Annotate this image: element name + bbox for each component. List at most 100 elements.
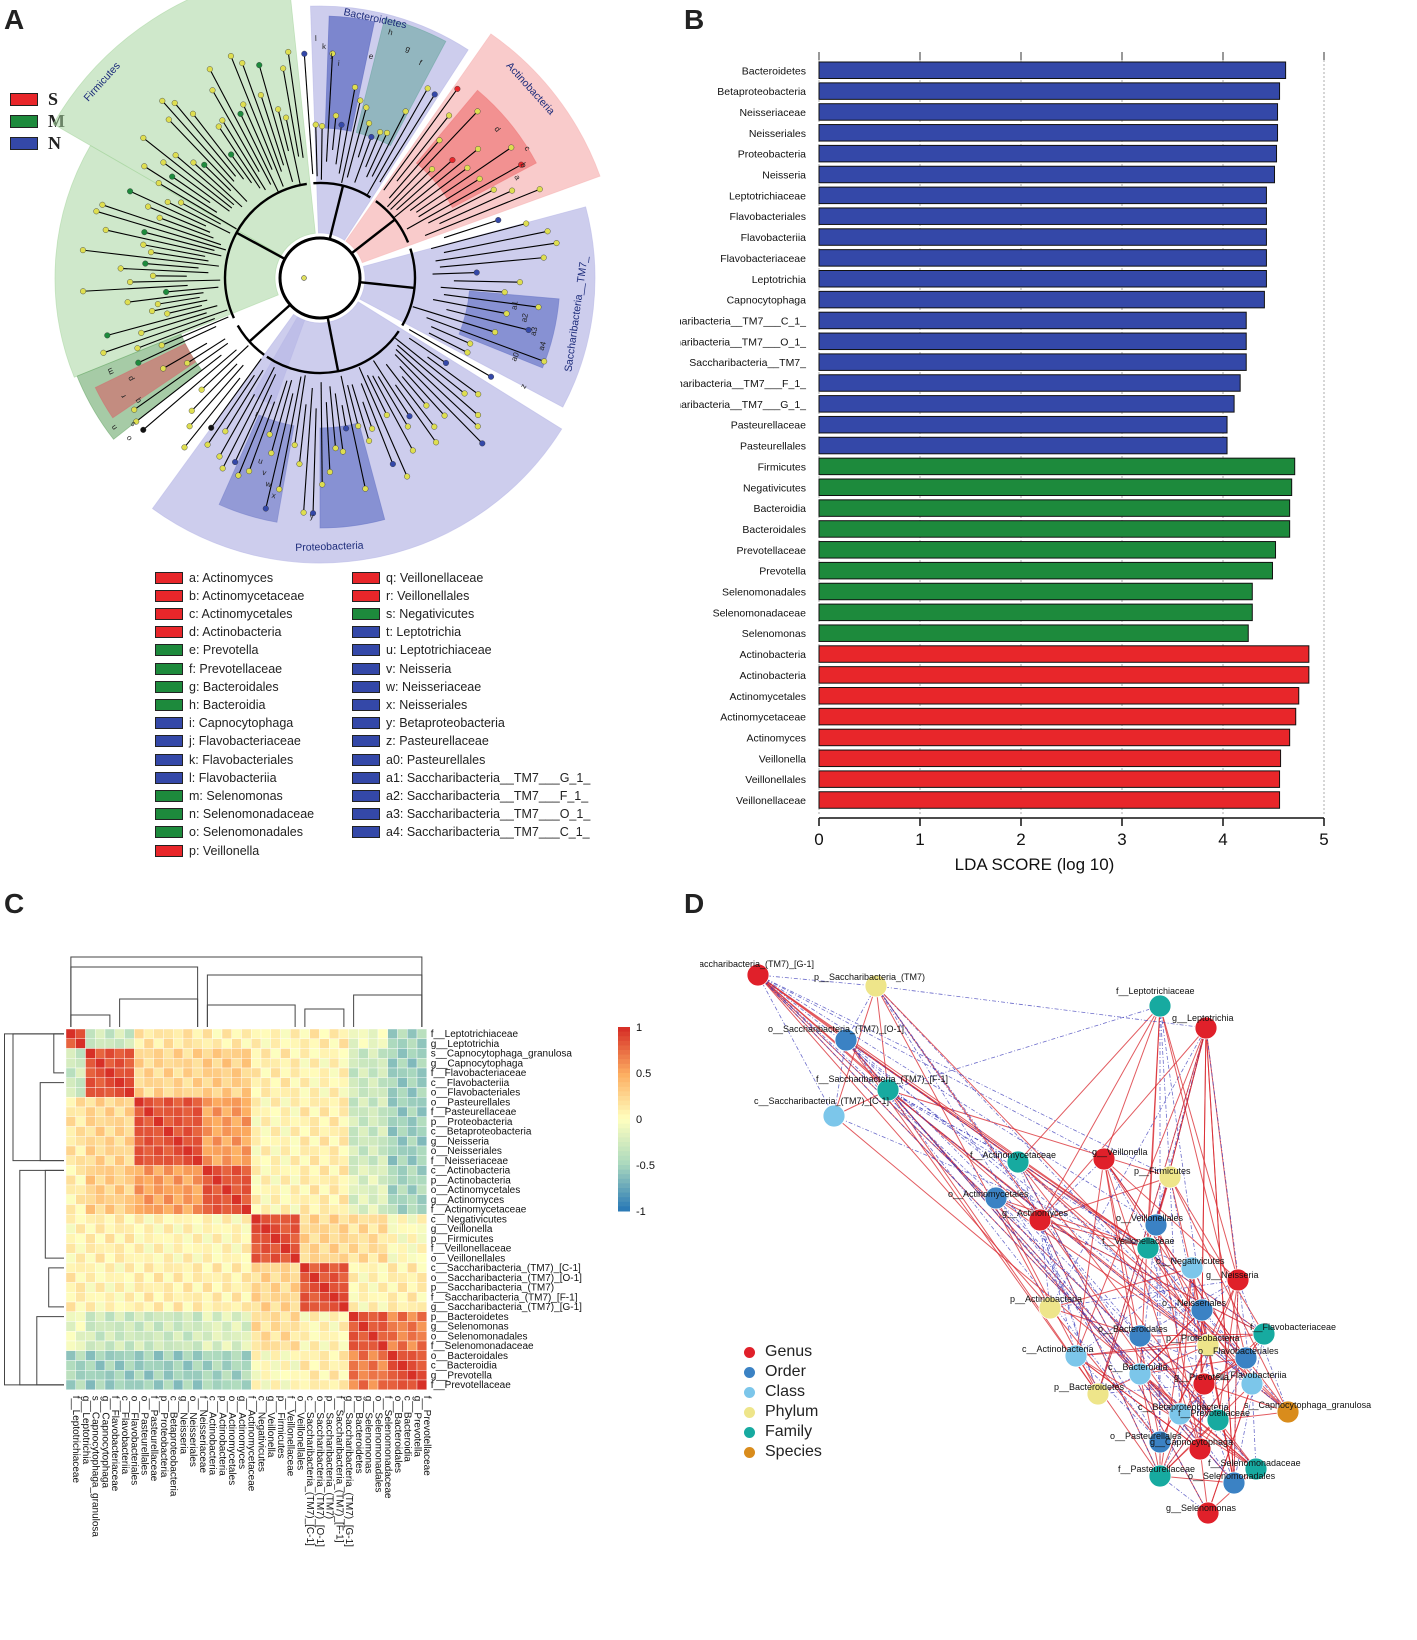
- heatmap-cell: [173, 1351, 183, 1361]
- heatmap-cell: [212, 1058, 222, 1068]
- heatmap-cell: [242, 1136, 252, 1146]
- heatmap-col-label: g__Capnocytophaga: [99, 1396, 110, 1489]
- heatmap-cell: [183, 1127, 193, 1137]
- legend-text: a: Actinomyces: [189, 571, 273, 585]
- heatmap-cell: [290, 1224, 300, 1234]
- cladogram-legend-item: a1: Saccharibacteria__TM7___G_1_: [352, 768, 590, 787]
- heatmap-cell: [193, 1283, 203, 1293]
- heatmap-cell: [222, 1302, 232, 1312]
- heatmap-col-label: f__Selenomonadaceae: [382, 1396, 393, 1499]
- heatmap-cell: [339, 1331, 349, 1341]
- colorbar-tick-label: 1: [636, 1022, 642, 1034]
- heatmap-cell: [378, 1263, 388, 1273]
- heatmap-cell: [125, 1097, 135, 1107]
- heatmap-cell: [164, 1263, 174, 1273]
- cladogram-legend-item: n: Selenomonadaceae: [155, 805, 314, 824]
- network-node-label: c__Bacteroidia: [1108, 1362, 1168, 1372]
- heatmap-cell: [329, 1185, 339, 1195]
- heatmap-cell: [398, 1088, 408, 1098]
- heatmap-cell: [368, 1322, 378, 1332]
- heatmap-cell: [271, 1214, 281, 1224]
- heatmap-cell: [368, 1234, 378, 1244]
- heatmap-cell: [134, 1049, 144, 1059]
- heatmap-cell: [349, 1322, 359, 1332]
- heatmap-cell: [310, 1322, 320, 1332]
- heatmap-cell: [144, 1341, 154, 1351]
- heatmap-cell: [76, 1370, 86, 1380]
- heatmap-cell: [290, 1068, 300, 1078]
- column-dendrogram: [207, 975, 422, 1027]
- tree-leaf-node: [191, 160, 197, 166]
- heatmap-cell: [388, 1097, 398, 1107]
- heatmap-cell: [242, 1370, 252, 1380]
- network-node-label: f__Actinomycetaceae: [970, 1150, 1056, 1160]
- heatmap-cell: [173, 1331, 183, 1341]
- heatmap-col-label: g__Veillonella: [265, 1396, 276, 1458]
- heatmap-cell: [242, 1322, 252, 1332]
- heatmap-cell: [339, 1029, 349, 1039]
- heatmap-cell: [407, 1292, 417, 1302]
- heatmap-cell: [300, 1049, 310, 1059]
- heatmap-cell: [66, 1331, 76, 1341]
- heatmap-cell: [86, 1380, 96, 1390]
- heatmap-cell: [349, 1205, 359, 1215]
- heatmap-cell: [349, 1283, 359, 1293]
- heatmap-cell: [232, 1273, 242, 1283]
- tree-leaf-node: [275, 107, 281, 113]
- tree-leaf-node: [101, 350, 107, 356]
- heatmap-cell: [212, 1214, 222, 1224]
- heatmap-cell: [388, 1039, 398, 1049]
- heatmap-cell: [125, 1224, 135, 1234]
- heatmap-cell: [222, 1146, 232, 1156]
- heatmap-cell: [154, 1263, 164, 1273]
- lda-bar: [819, 521, 1290, 538]
- lda-bar: [819, 229, 1266, 246]
- heatmap-cell: [86, 1088, 96, 1098]
- tree-leaf-node: [355, 423, 361, 429]
- colorbar-segment: [618, 1179, 630, 1184]
- heatmap-cell: [329, 1146, 339, 1156]
- heatmap-cell: [398, 1029, 408, 1039]
- heatmap-cell: [164, 1127, 174, 1137]
- heatmap-cell: [329, 1361, 339, 1371]
- heatmap-cell: [349, 1127, 359, 1137]
- heatmap-cell: [95, 1273, 105, 1283]
- heatmap-cell: [271, 1078, 281, 1088]
- heatmap-cell: [378, 1273, 388, 1283]
- category-label: Firmicutes: [758, 461, 806, 473]
- heatmap-cell: [86, 1156, 96, 1166]
- heatmap-cell: [349, 1370, 359, 1380]
- heatmap-cell: [242, 1244, 252, 1254]
- tree-leaf-node: [479, 441, 485, 447]
- heatmap-cell: [173, 1156, 183, 1166]
- tree-leaf-node: [384, 130, 390, 136]
- network-node-label: g__Veillonella: [1092, 1147, 1148, 1157]
- heatmap-cell: [310, 1312, 320, 1322]
- tree-leaf-node: [140, 427, 146, 433]
- heatmap-cell: [378, 1097, 388, 1107]
- colorbar-segment: [618, 1170, 630, 1175]
- heatmap-cell: [407, 1331, 417, 1341]
- tree-leaf-node: [475, 391, 481, 397]
- heatmap-cell: [222, 1107, 232, 1117]
- heatmap-col-label: c__Actinobacteria: [207, 1396, 218, 1476]
- lda-bar: [819, 750, 1281, 767]
- heatmap-cell: [407, 1263, 417, 1273]
- heatmap-cell: [105, 1049, 115, 1059]
- heatmap-cell: [398, 1156, 408, 1166]
- cladogram-legend-item: d: Actinobacteria: [155, 623, 281, 642]
- network-node-label: p__Saccharibacteria_(TM7): [814, 972, 925, 982]
- heatmap-cell: [134, 1156, 144, 1166]
- heatmap-cell: [66, 1312, 76, 1322]
- heatmap-cell: [251, 1029, 261, 1039]
- heatmap-cell: [407, 1136, 417, 1146]
- heatmap-cell: [261, 1107, 271, 1117]
- heatmap-cell: [417, 1156, 427, 1166]
- heatmap-cell: [212, 1312, 222, 1322]
- heatmap-cell: [86, 1136, 96, 1146]
- colorbar-segment: [618, 1082, 630, 1087]
- cladogram-legend-item: j: Flavobacteriaceae: [155, 732, 301, 751]
- heatmap-cell: [339, 1263, 349, 1273]
- heatmap-cell: [76, 1195, 86, 1205]
- heatmap-cell: [105, 1292, 115, 1302]
